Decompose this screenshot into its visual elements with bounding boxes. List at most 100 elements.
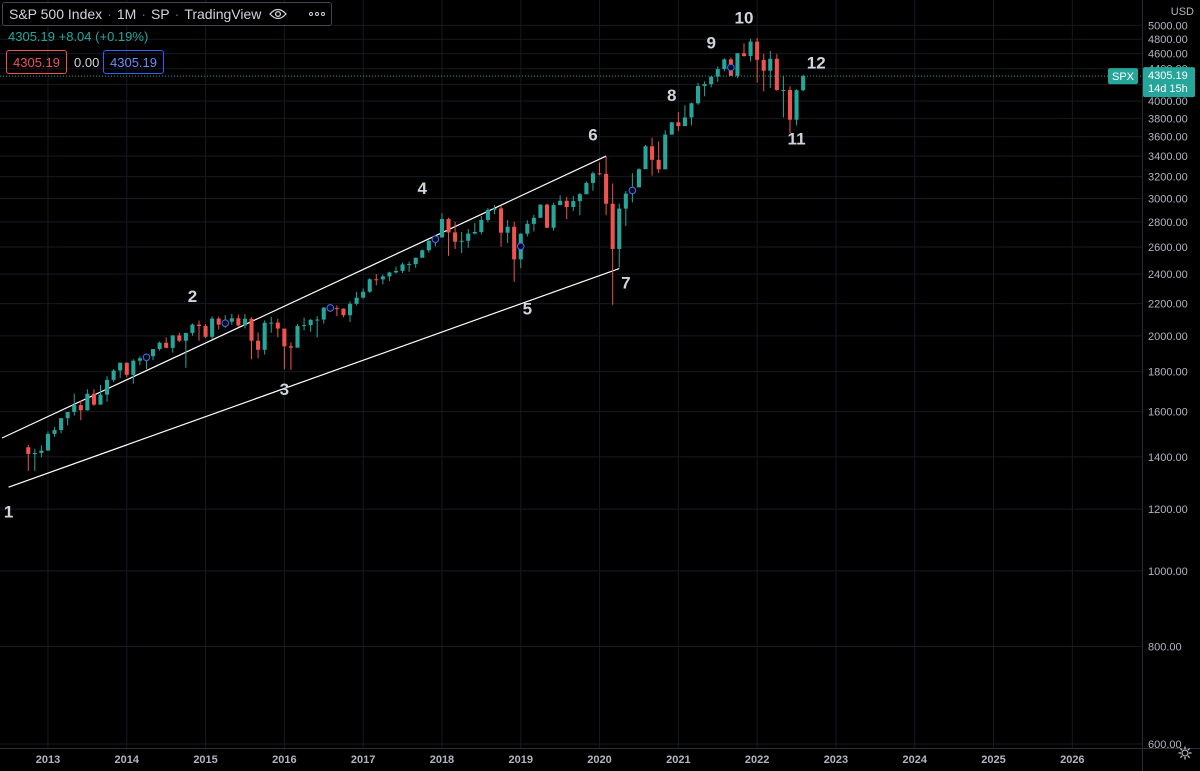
time-tick-label: 2019	[509, 754, 533, 766]
candle	[177, 332, 182, 343]
price-tick-label: 600.00	[1148, 739, 1182, 751]
candle	[709, 76, 714, 88]
candle	[715, 66, 720, 82]
candle-body	[682, 117, 687, 127]
candle	[137, 356, 142, 366]
sell-price-button[interactable]: 4305.19	[6, 50, 67, 74]
candle	[446, 217, 451, 256]
symbol-tag: SPX	[1112, 71, 1135, 83]
price-axis[interactable]: 5000.004800.004600.004400.004200.004000.…	[1148, 20, 1188, 751]
eye-icon[interactable]	[269, 8, 288, 20]
candle	[590, 171, 596, 191]
exchange-label: SP	[150, 6, 170, 22]
time-tick-label: 2017	[351, 754, 375, 766]
trendline	[1, 155, 607, 439]
wave-label: 10	[735, 8, 754, 27]
dividend-marker	[727, 63, 735, 72]
candle-body	[374, 279, 379, 281]
gear-icon[interactable]	[1178, 746, 1192, 765]
last-price: 4305.19	[8, 29, 55, 44]
candle-body	[334, 308, 339, 310]
candle	[413, 257, 418, 268]
candle	[315, 316, 320, 338]
price-tick-label: 3200.00	[1148, 172, 1188, 184]
candle-body	[426, 240, 431, 251]
candle	[295, 323, 300, 348]
price-tick-label: 1800.00	[1148, 367, 1188, 379]
candle-body	[111, 370, 116, 380]
candle	[105, 376, 110, 402]
wave-label: 8	[667, 86, 676, 105]
candle	[387, 271, 392, 281]
candle	[485, 208, 490, 223]
candle-body	[577, 194, 582, 202]
candle-body	[91, 393, 96, 405]
candle	[604, 156, 609, 216]
candle-body	[190, 324, 195, 333]
time-tick-label: 2013	[36, 754, 60, 766]
candle	[505, 220, 510, 243]
candle	[748, 38, 753, 62]
candle-body	[354, 297, 359, 304]
wave-label: 4	[418, 179, 428, 198]
time-axis[interactable]: 2013 2014 2015 2016 2017 2018 2019 2020 2021 2022…	[36, 754, 1085, 766]
candle-body	[124, 362, 129, 375]
candle-body	[380, 276, 385, 280]
candle-body	[781, 89, 786, 91]
candle-body	[242, 318, 247, 326]
price-tick-label: 1600.00	[1148, 407, 1188, 419]
candle-body	[571, 201, 576, 207]
symbol-title[interactable]: S&P 500 Index	[9, 6, 103, 22]
candle-body	[525, 223, 530, 234]
candle	[269, 316, 274, 333]
wave-label: 11	[788, 129, 806, 148]
buy-price-button[interactable]: 4305.19	[103, 50, 164, 74]
candle-body	[131, 360, 136, 375]
candle-body	[551, 205, 556, 228]
interval-label[interactable]: 1M	[116, 6, 137, 22]
candle	[669, 121, 674, 135]
price-tick-label: 3000.00	[1148, 194, 1188, 206]
candle-body	[650, 146, 655, 160]
candle-body	[72, 405, 77, 412]
more-options-icon[interactable]	[309, 12, 326, 16]
candle-body	[157, 342, 162, 350]
candle	[577, 192, 582, 216]
candle	[275, 318, 280, 338]
time-tick-label: 2022	[745, 754, 769, 766]
candle	[85, 389, 90, 411]
time-tick-label: 2026	[1060, 754, 1084, 766]
candle	[420, 249, 425, 258]
candle-body	[466, 233, 471, 241]
price-tick-label: 4000.00	[1148, 96, 1188, 108]
candle-body	[321, 307, 326, 320]
candle-body	[472, 231, 477, 234]
candle-body	[65, 411, 70, 419]
candle-body	[499, 208, 504, 233]
dividend-marker	[221, 319, 230, 327]
candle-body	[774, 58, 779, 90]
candle-body	[610, 203, 615, 249]
candle-body	[558, 200, 563, 206]
candle	[407, 261, 412, 272]
candle	[124, 362, 129, 378]
candle	[439, 213, 444, 238]
candle	[741, 43, 747, 57]
candle	[262, 320, 267, 355]
candle	[242, 314, 247, 329]
candle-body	[216, 318, 221, 325]
candle	[774, 54, 779, 91]
time-tick-label: 2025	[981, 754, 1005, 766]
candle-body	[367, 279, 372, 292]
price-tag-box	[1143, 67, 1195, 98]
symbol-header[interactable]: S&P 500 Index · 1M · SP · TradingView	[2, 2, 333, 26]
candle-body	[748, 41, 753, 57]
candle	[32, 448, 37, 471]
candle-body	[636, 169, 641, 188]
currency-label[interactable]: USD	[1170, 6, 1194, 18]
candle	[131, 359, 136, 384]
candle	[538, 204, 543, 218]
source-label: TradingView	[184, 6, 262, 22]
time-tick-label: 2020	[587, 754, 611, 766]
